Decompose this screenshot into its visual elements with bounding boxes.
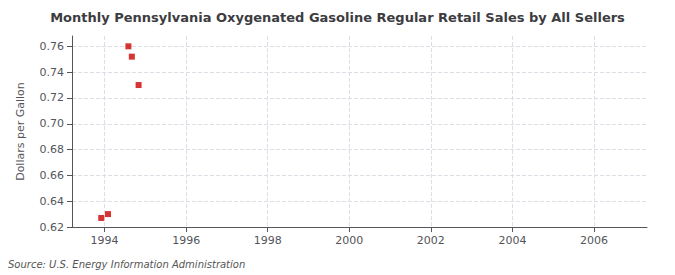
svg-text:Source: U.S. Energy Informatio: Source: U.S. Energy Information Administ…	[8, 259, 245, 270]
svg-text:1994: 1994	[91, 234, 119, 247]
svg-text:Dollars per Gallon: Dollars per Gallon	[14, 82, 27, 181]
svg-text:2006: 2006	[580, 234, 608, 247]
svg-text:0.76: 0.76	[40, 40, 65, 53]
svg-text:Monthly Pennsylvania Oxygenate: Monthly Pennsylvania Oxygenated Gasoline…	[50, 10, 625, 25]
svg-text:0.64: 0.64	[40, 195, 65, 208]
svg-text:2002: 2002	[417, 234, 445, 247]
svg-text:1998: 1998	[254, 234, 282, 247]
svg-text:0.66: 0.66	[40, 169, 65, 182]
svg-text:0.62: 0.62	[40, 221, 65, 234]
svg-text:0.74: 0.74	[40, 66, 65, 79]
svg-text:1996: 1996	[172, 234, 200, 247]
svg-text:0.72: 0.72	[40, 91, 65, 104]
svg-text:2004: 2004	[498, 234, 526, 247]
svg-text:2000: 2000	[335, 234, 363, 247]
svg-text:0.70: 0.70	[40, 117, 65, 130]
svg-text:0.68: 0.68	[40, 143, 65, 156]
